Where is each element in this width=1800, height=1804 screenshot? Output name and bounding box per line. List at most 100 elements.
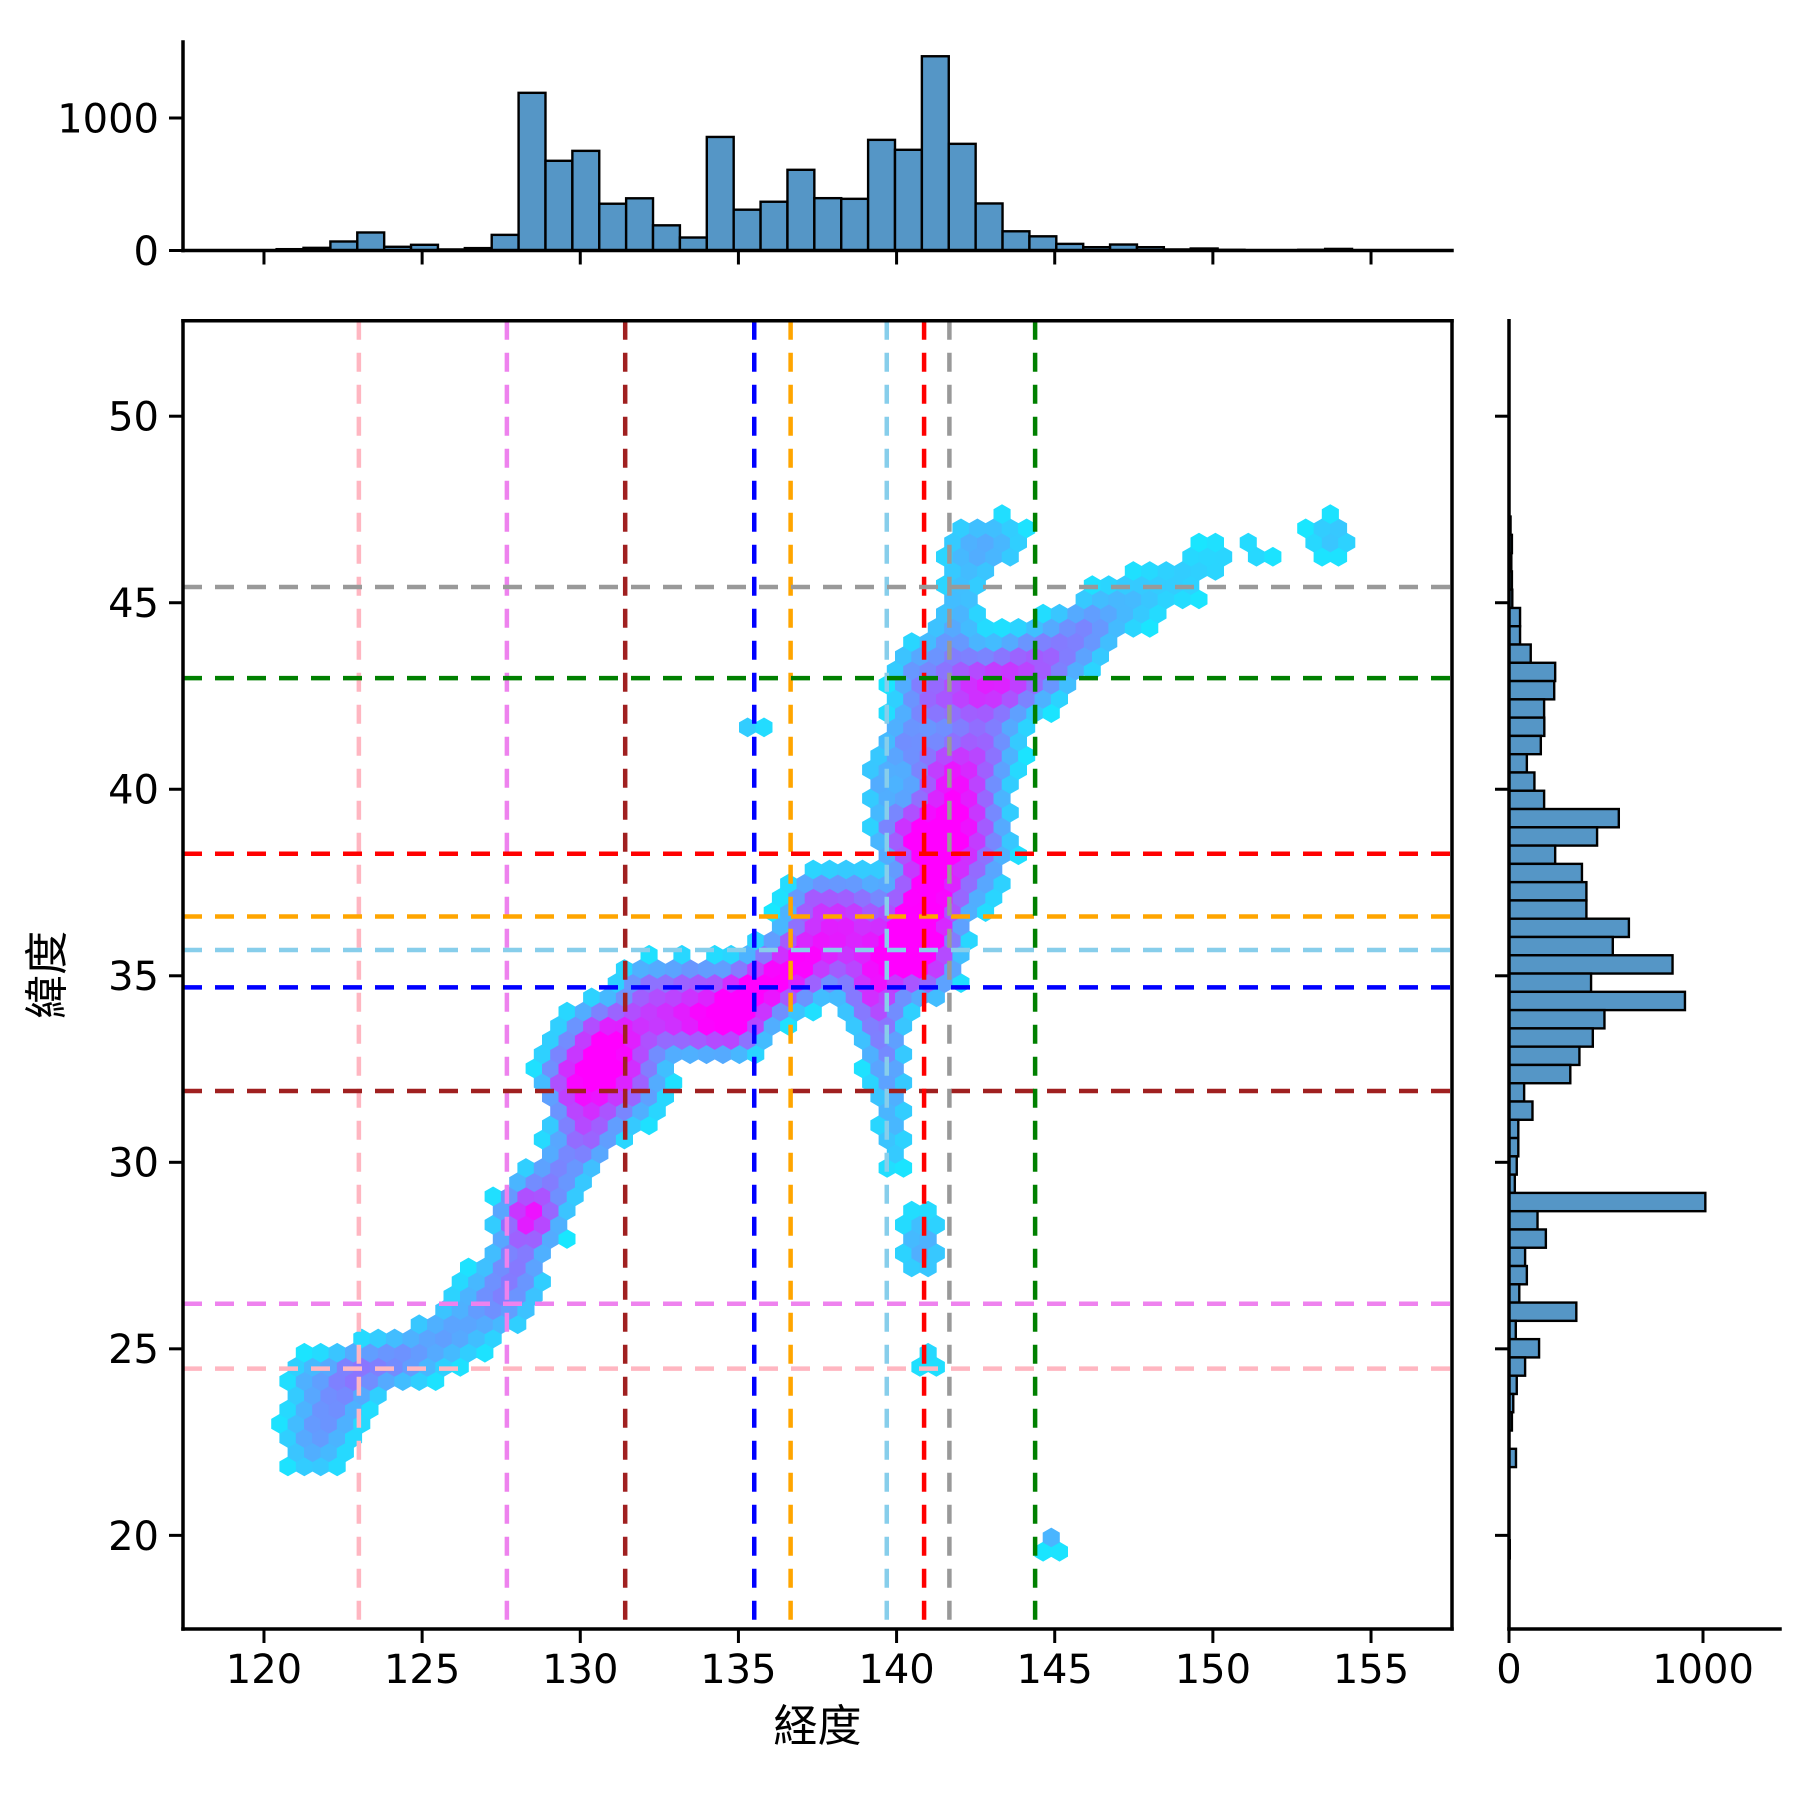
hexbin-cell — [862, 1044, 880, 1065]
hexbin-cell — [1338, 532, 1356, 553]
hexbin-cell — [730, 1016, 748, 1036]
hexbin-cell — [763, 959, 781, 979]
hexbin-cell — [886, 859, 904, 880]
hexbin-cell — [952, 745, 970, 766]
right-hist-bar — [1507, 1191, 1707, 1213]
hexbin-cell — [755, 1001, 773, 1022]
hexbin-cell — [739, 1030, 757, 1050]
hexbin-cell — [870, 831, 888, 851]
hexbin-cell — [927, 959, 945, 979]
hexbin-cell — [771, 1001, 789, 1022]
hexbin-cell — [771, 888, 789, 908]
hexbin-cell — [730, 959, 748, 979]
hexbin-cell — [542, 1058, 560, 1079]
hexbin-cell — [1001, 518, 1019, 539]
hexbin-cell — [1141, 561, 1159, 581]
hexbin-cell — [607, 1058, 625, 1079]
hexbin-cell — [895, 1243, 913, 1264]
hexbin-cell — [566, 1101, 584, 1121]
hexbin-cell — [550, 1101, 568, 1121]
hexbin-cell — [583, 1072, 601, 1093]
right-hist-bar — [1507, 1100, 1534, 1121]
hexbin-cell — [911, 817, 929, 837]
hexbin-cell — [985, 802, 1003, 823]
hexbin-cell — [1034, 632, 1052, 652]
hexbin-cell — [328, 1456, 346, 1477]
hexbin-cell — [993, 646, 1011, 667]
hexbin-cell — [1050, 632, 1068, 652]
hexbin-cell — [977, 703, 995, 723]
hexbin-cell — [804, 1001, 822, 1022]
ref-lines-layer — [183, 320, 1452, 1629]
hexbin-cell — [886, 1001, 904, 1022]
hexbin-cell — [361, 1371, 379, 1391]
hexbin-cell — [607, 1001, 625, 1022]
right-hist-bar — [1507, 661, 1557, 683]
hexbin-cell — [821, 916, 839, 937]
hexbin-cell — [985, 859, 1003, 880]
hexbin-cell — [1321, 532, 1339, 553]
right-hist-bar — [1507, 990, 1687, 1012]
top-hist-bar — [571, 149, 601, 252]
hexbin-cell — [574, 1058, 592, 1079]
hexbin-cell — [763, 930, 781, 951]
hexbin-cell — [1264, 546, 1282, 567]
hexbin-cell — [960, 930, 978, 951]
hexbin-cell — [927, 760, 945, 780]
right-hist-bar — [1507, 679, 1556, 701]
top-hist-bar — [544, 159, 574, 252]
hexbin-cell — [1067, 603, 1085, 624]
hexbin-cell — [1083, 660, 1101, 681]
hexbin-cell — [936, 689, 954, 709]
hexbin-cell — [632, 959, 650, 979]
hexbin-cell — [1297, 518, 1315, 539]
hexbin-cell — [632, 1101, 650, 1121]
hexbin-cell — [1009, 703, 1027, 723]
hexbin-cell — [533, 1186, 551, 1207]
hexbin-cell — [895, 930, 913, 951]
hexbin-cell — [968, 546, 986, 567]
hexbin-cell — [336, 1413, 354, 1434]
hexbin-cell — [509, 1286, 527, 1306]
hexbin-cell — [1083, 603, 1101, 624]
hexbin-cell — [1050, 660, 1068, 681]
hexbin-cell — [993, 703, 1011, 723]
hexbin-cell — [279, 1399, 297, 1420]
hexbin-cell — [615, 1044, 633, 1065]
hexbin-cell — [862, 987, 880, 1008]
hexbin-cell — [492, 1200, 510, 1221]
hexbin-cell — [304, 1413, 322, 1434]
hexbin-cell — [1034, 660, 1052, 681]
hexbin-cell — [853, 888, 871, 908]
hexbin-cell — [1149, 603, 1167, 624]
hexbin-cell — [369, 1385, 387, 1406]
hexbin-cell — [533, 1158, 551, 1178]
hexbin-cell — [1182, 546, 1200, 567]
hexbin-cell — [903, 717, 921, 738]
hexbin-cell — [812, 873, 830, 894]
hexbin-cell — [886, 1030, 904, 1050]
hexbin-cell — [796, 987, 814, 1008]
hexbin-cell — [336, 1442, 354, 1463]
hexbin-cell — [1075, 589, 1093, 610]
hexbin-cell — [993, 731, 1011, 752]
hexbin-cell — [1001, 546, 1019, 567]
hexbin-cell — [878, 1044, 896, 1065]
hexbin-cell — [895, 1101, 913, 1121]
hexbin-cell — [804, 888, 822, 908]
hexbin-cell — [903, 745, 921, 766]
hexbin-cell — [886, 1115, 904, 1136]
hexbin-cell — [1092, 618, 1109, 638]
hexbin-cell — [1042, 703, 1060, 723]
hexbin-cell — [1247, 546, 1265, 567]
hexbin-cell — [927, 703, 945, 723]
right-hist-bar — [1507, 826, 1599, 847]
x-tick-label: 140 — [858, 1647, 934, 1693]
hexbin-cell — [804, 916, 822, 937]
hexbin-cell — [862, 1016, 880, 1036]
hexbin-cell — [525, 1172, 543, 1192]
hexbin-cell — [468, 1271, 486, 1292]
hexbin-cell — [451, 1271, 469, 1292]
hexbin-cell — [968, 888, 986, 908]
hexbin-cell — [320, 1442, 338, 1463]
